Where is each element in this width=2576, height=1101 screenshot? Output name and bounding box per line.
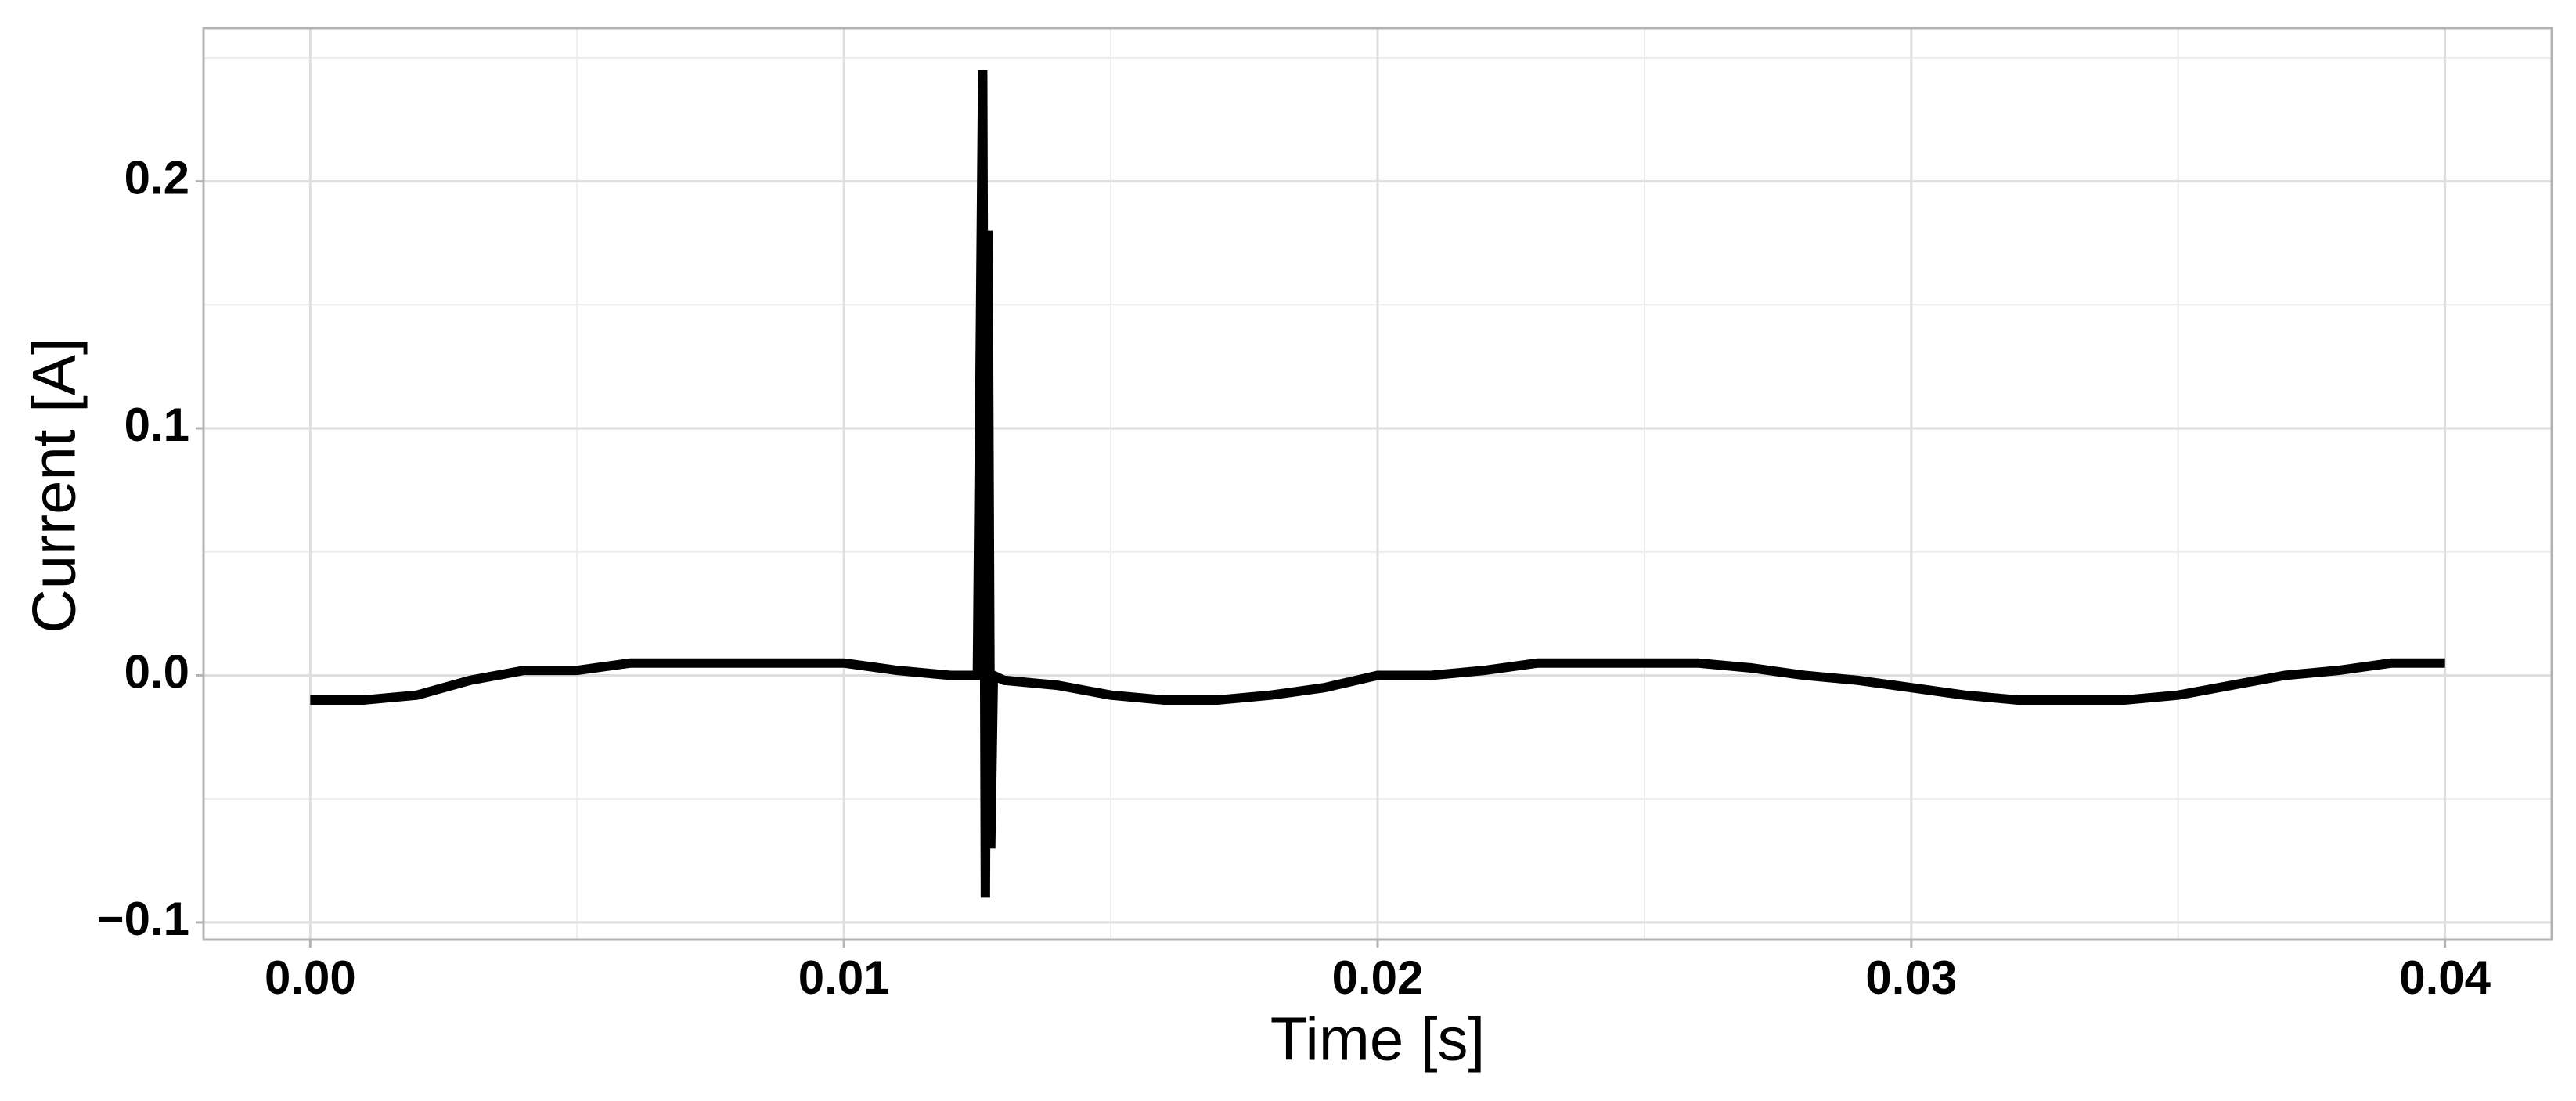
x-tick-label: 0.02 [1332, 951, 1424, 1004]
panel-border [202, 27, 2553, 941]
y-tick-label: 0.0 [124, 645, 189, 698]
x-tick-label: 0.00 [265, 951, 356, 1004]
x-tick-label: 0.01 [798, 951, 890, 1004]
x-tick-label: 0.03 [1865, 951, 1957, 1004]
y-tick-label: 0.2 [124, 151, 189, 204]
x-tick-label: 0.04 [2399, 951, 2491, 1004]
data-line [310, 70, 2445, 898]
y-tick-label: −0.1 [97, 893, 189, 945]
x-axis-title: Time [s] [1270, 1005, 1485, 1074]
y-axis-title: Current [A] [20, 338, 88, 633]
y-tick-label: 0.1 [124, 399, 189, 451]
